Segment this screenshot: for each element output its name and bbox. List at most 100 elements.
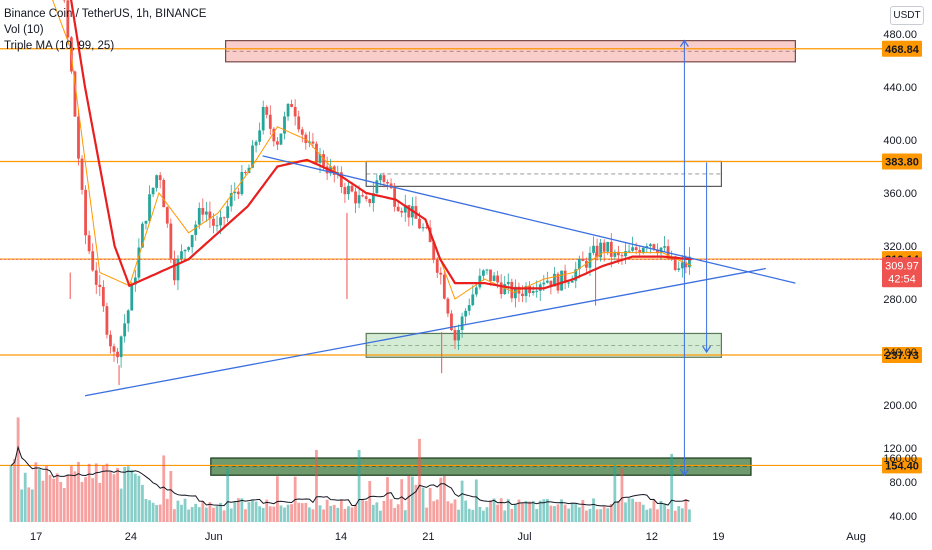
- volume-tick-label: 40.00: [889, 511, 917, 523]
- volume-bar: [393, 507, 397, 522]
- volume-bar: [172, 509, 176, 522]
- volume-bar: [16, 417, 20, 522]
- volume-bar: [215, 506, 219, 522]
- candle-body: [634, 247, 638, 251]
- volume-bar: [602, 506, 606, 522]
- candle-body: [450, 313, 453, 331]
- level-price-tag: [882, 40, 922, 57]
- volume-bar: [382, 500, 386, 522]
- volume-bar: [371, 504, 375, 522]
- candle-body: [130, 284, 134, 311]
- volume-bar: [208, 502, 212, 522]
- candle-body: [435, 259, 439, 273]
- volume-bar: [403, 510, 407, 522]
- volume-bar: [535, 509, 539, 522]
- trendlines[interactable]: [84, 155, 796, 397]
- volume-bar: [478, 506, 482, 522]
- candle-body: [577, 258, 581, 270]
- candle-body: [322, 154, 325, 167]
- price-axis[interactable]: 600.00560.00520.00480.00440.00400.00360.…: [883, 0, 917, 523]
- volume-bar: [638, 501, 642, 522]
- volume-bar: [663, 504, 666, 522]
- candle-body: [158, 175, 162, 180]
- candle-body: [638, 250, 642, 253]
- legend-indicator[interactable]: Triple MA (10, 99, 25): [4, 40, 115, 52]
- candle-body: [489, 269, 492, 282]
- volume-bar: [251, 499, 254, 522]
- volume-bar: [364, 500, 368, 522]
- volume-bar: [563, 504, 567, 522]
- candle-body: [599, 242, 603, 258]
- volume-bar: [648, 508, 652, 522]
- volume-bar: [311, 509, 315, 522]
- volume-bar: [148, 500, 151, 522]
- volume-bar: [570, 503, 574, 522]
- volume-bar: [30, 489, 34, 522]
- candle-body: [94, 270, 98, 285]
- time-axis[interactable]: 17 24 Jun 14 21 Jul 12 19 Aug: [30, 531, 866, 543]
- volume-bar: [55, 473, 59, 522]
- candle-body: [91, 251, 95, 271]
- candle-body: [606, 241, 610, 252]
- candle-body: [567, 282, 571, 284]
- volume-bar: [307, 507, 311, 522]
- volume-bar: [506, 499, 510, 522]
- volume-bar: [77, 461, 80, 522]
- volume-bar: [247, 502, 251, 522]
- legend-symbol[interactable]: Binance Coin / TetherUS, 1h, BINANCE: [4, 8, 207, 20]
- price-tick-label: 480.00: [883, 29, 917, 41]
- candle-body: [354, 191, 357, 204]
- volume-bar: [428, 487, 432, 522]
- time-tick-label: Jun: [205, 531, 223, 543]
- volume-bar: [670, 453, 674, 522]
- volume-bar: [116, 467, 119, 522]
- volume-bar: [432, 501, 436, 522]
- volume-bar: [464, 500, 468, 522]
- candle-body: [105, 306, 109, 335]
- volume-bar: [666, 509, 670, 522]
- candle-body: [425, 227, 428, 229]
- volume-bar: [574, 503, 578, 522]
- candle-body: [190, 235, 194, 248]
- volume-bar: [169, 471, 173, 522]
- volume-bar: [460, 480, 464, 522]
- zone-rect: [210, 457, 752, 476]
- volume-bar: [123, 466, 127, 522]
- candle-body: [265, 106, 269, 115]
- volume-bar: [375, 502, 379, 522]
- volume-bar: [297, 502, 301, 522]
- candle-body: [208, 211, 212, 219]
- volume-bar: [513, 504, 517, 522]
- volume-bar: [98, 482, 102, 522]
- volume-bar: [656, 509, 659, 522]
- candle-body: [204, 211, 208, 215]
- volume-bar: [27, 487, 31, 522]
- candle-body: [364, 196, 368, 200]
- candle-body: [524, 285, 528, 296]
- price-tick-label: 400.00: [883, 135, 917, 147]
- volume-bar: [222, 510, 226, 522]
- horizontal-levels[interactable]: 468.84383.80310.14237.73154.40309.9742:5…: [0, 40, 922, 474]
- candle-body: [236, 191, 240, 195]
- drawing-zones[interactable]: [210, 40, 796, 476]
- volume-bar: [87, 463, 91, 522]
- currency-badge[interactable]: USDT: [890, 6, 924, 25]
- volume-bar: [453, 499, 457, 522]
- price-tick-label: 320.00: [883, 241, 917, 253]
- volume-bar: [567, 508, 571, 522]
- projection-arrows[interactable]: [679, 39, 712, 477]
- legend-volume[interactable]: Vol (10): [4, 24, 44, 36]
- time-tick-label: 14: [335, 531, 347, 543]
- candle-body: [446, 298, 450, 314]
- volume-bar: [144, 498, 148, 522]
- volume-bar: [94, 463, 98, 522]
- volume-bar: [499, 498, 503, 522]
- candle-body: [101, 286, 105, 307]
- candle-body: [421, 227, 425, 229]
- volume-bars: [9, 417, 691, 522]
- volume-bar: [80, 482, 84, 522]
- candle-body: [464, 310, 468, 317]
- volume-bar: [155, 505, 159, 522]
- candle-body: [553, 273, 556, 287]
